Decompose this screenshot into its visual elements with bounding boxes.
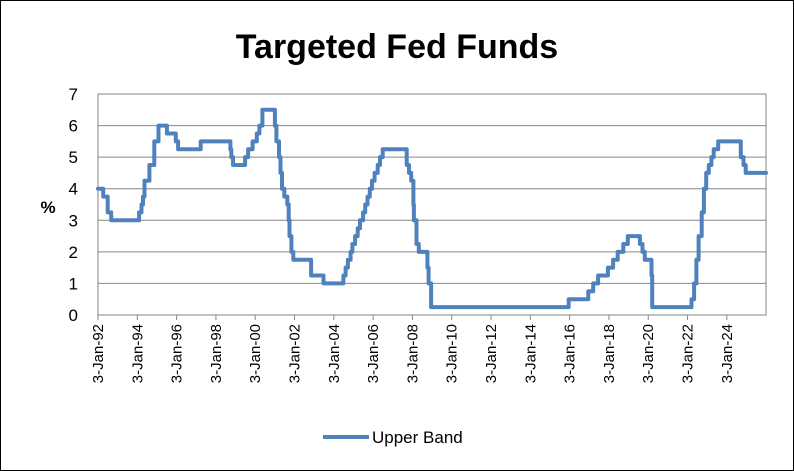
plot-border <box>97 93 767 316</box>
y-axis-label: % <box>40 198 55 217</box>
legend-label-upper-band: Upper Band <box>372 428 463 447</box>
x-tick-label: 3-Jan-04 <box>326 324 343 383</box>
y-tick-label: 1 <box>69 274 78 293</box>
x-tick-label: 3-Jan-12 <box>483 324 500 383</box>
y-tick-label: 7 <box>69 85 78 104</box>
x-tick-label: 3-Jan-14 <box>522 324 539 383</box>
x-tick-label: 3-Jan-16 <box>562 324 579 383</box>
x-axis-ticks: 3-Jan-92 3-Jan-94 3-Jan-96 3-Jan-98 3-Jan-00… <box>90 315 736 383</box>
y-tick-label: 5 <box>69 148 78 167</box>
x-tick-label: 3-Jan-10 <box>444 324 461 383</box>
legend: Upper Band <box>323 428 463 447</box>
y-tick-label: 2 <box>69 243 78 262</box>
series-line-upper-band <box>96 107 768 310</box>
y-tick-label: 0 <box>69 306 78 325</box>
x-tick-label: 3-Jan-18 <box>601 324 618 383</box>
chart-title: Targeted Fed Funds <box>236 28 558 66</box>
x-tick-label: 3-Jan-92 <box>90 324 107 383</box>
x-tick-label: 3-Jan-06 <box>365 324 382 383</box>
x-tick-label: 3-Jan-00 <box>247 324 264 383</box>
y-axis-ticks: 0 1 2 3 4 5 6 7 <box>69 85 78 325</box>
y-tick-label: 4 <box>69 180 78 199</box>
x-tick-label: 3-Jan-98 <box>208 324 225 383</box>
x-tick-label: 3-Jan-02 <box>287 324 304 383</box>
plot-area <box>97 93 767 316</box>
gridlines <box>98 125 766 284</box>
y-tick-label: 3 <box>69 211 78 230</box>
x-tick-label: 3-Jan-22 <box>680 324 697 383</box>
x-tick-label: 3-Jan-24 <box>719 324 736 383</box>
x-tick-label: 3-Jan-20 <box>640 324 657 383</box>
series-layer <box>96 107 768 310</box>
x-tick-label: 3-Jan-96 <box>169 324 186 383</box>
x-tick-label: 3-Jan-94 <box>129 324 146 383</box>
y-tick-label: 6 <box>69 117 78 136</box>
x-tick-label: 3-Jan-08 <box>404 324 421 383</box>
